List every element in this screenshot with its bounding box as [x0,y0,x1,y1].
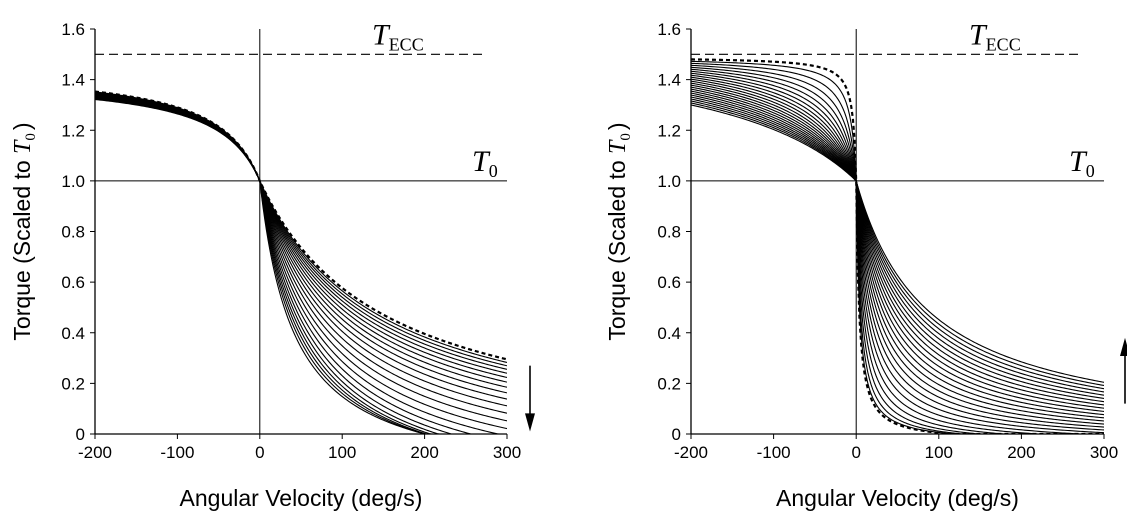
chart0-x-axis-title: Angular Velocity (deg/s) [180,485,423,511]
chart1-curve-8 [691,74,1104,431]
chart0-x-tick-label: 200 [410,443,438,462]
chart1-curve-14 [691,86,1104,412]
chart1-y-axis-title-sub: 0 [618,133,634,141]
chart0-y-tick-label: 1.4 [61,71,85,90]
left-chart-panel: -200 -100 0 100 200 300 0 0.2 0.4 0.6 0.8 1.0 1.2 1.4… [9,18,535,511]
chart1-curve-17 [691,92,1104,403]
chart1-curve-2 [691,62,1104,434]
chart1-curve-22 [691,102,1104,387]
chart0-curve-7 [95,93,507,388]
chart0-curve-21 [95,98,486,434]
chart1-y-axis-title: Torque (Scaled to T0) [604,122,634,340]
chart0-x-tick-label: 300 [493,443,521,462]
chart1-curve-13 [691,84,1104,416]
chart1-y-tick-label: 1.6 [657,20,681,39]
chart0-tecc-label-sub: ECC [389,34,424,54]
chart0-y-axis-title-sub: 0 [23,133,39,141]
chart0-y-axis-title-text: Torque (Scaled to [9,154,35,341]
chart1-y-tick-label: 1.0 [657,172,681,191]
right-chart-panel: -200 -100 0 100 200 300 0 0.2 0.4 0.6 0.8 1.0 1.2 1.4… [604,18,1127,511]
chart1-curve-4 [691,66,1104,434]
chart1-y-tick-label: 1.4 [657,71,681,90]
chart1-trend-arrow-head [1120,337,1127,356]
chart0-curve-9 [95,94,507,400]
chart1-curve-11 [691,80,1104,422]
chart0-y-tick-label: 0.4 [61,324,85,343]
chart0-x-tick-label: -200 [78,443,112,462]
chart1-t0-label-sub: 0 [1086,161,1095,181]
chart0-trend-arrow-head [525,413,535,432]
chart0-x-tick-label: 0 [255,443,264,462]
chart0-y-tick-label: 0 [76,425,85,444]
chart0-t0-label: T0 [472,145,498,181]
chart1-curve-family [691,58,1104,434]
chart1-curve-21 [691,100,1104,390]
chart0-y-tick-label: 0.6 [61,273,85,292]
chart0-curve-14 [95,96,507,434]
chart1-y-tick-label: 0.2 [657,374,681,393]
chart0-curve-16 [95,97,503,434]
chart0-t0-label-sub: 0 [489,161,498,181]
chart0-y-tick-label: 1.2 [61,121,85,140]
chart1-curve-7 [691,72,1104,434]
chart0-y-tick-label: 0.8 [61,223,85,242]
chart1-curve-6 [691,70,1104,434]
chart1-curve-9 [691,76,1104,428]
chart0-y-axis-title-symbol: T [10,139,36,154]
chart1-x-tick-label: 300 [1090,443,1118,462]
chart1-curve-16 [691,90,1104,406]
chart1-curve-12 [691,82,1104,419]
chart1-y-axis-title-symbol: T [605,139,631,154]
chart0-curve-5 [95,92,507,379]
chart1-y-axis-title-text: Torque (Scaled to [604,154,630,341]
chart1-tecc-label-main: T [969,18,988,51]
chart0-curve-18 [95,97,478,434]
chart0-x-tick-label: 100 [328,443,356,462]
chart0-curve-family [95,90,507,434]
chart0-y-tick-label: 0.2 [61,374,85,393]
chart1-y-tick-label: 0.6 [657,273,681,292]
chart0-y-tick-label: 1.6 [61,20,85,39]
chart1-x-axis-title: Angular Velocity (deg/s) [776,485,1019,511]
chart0-dashed-curve [95,90,507,361]
chart1-curve-23 [691,104,1104,383]
chart1-y-axis-title-close: ) [604,122,630,130]
chart0-tecc-label: TECC [372,18,424,54]
chart1-x-tick-label: 200 [1007,443,1035,462]
chart1-y-tick-label: 1.2 [657,121,681,140]
chart1-curve-18 [691,94,1104,399]
chart0-y-tick-label: 1.0 [61,172,85,191]
chart0-t0-label-main: T [472,145,491,178]
chart0-x-tick-label: -100 [160,443,194,462]
chart1-x-tick-label: -100 [757,443,791,462]
chart0-curve-3 [95,92,507,370]
chart1-curve-1 [691,60,1104,434]
chart1-x-tick-label: 100 [925,443,953,462]
chart0-curve-13 [95,95,507,430]
chart1-curve-3 [691,64,1104,434]
chart0-curve-15 [95,96,507,434]
chart1-y-tick-label: 0.8 [657,223,681,242]
chart1-t0-label-main: T [1069,145,1088,178]
chart1-curve-10 [691,78,1104,425]
chart1-curve-15 [691,88,1104,409]
chart1-tecc-label: TECC [969,18,1021,54]
chart1-tecc-label-sub: ECC [986,34,1021,54]
chart0-y-axis-title-close: ) [9,122,35,130]
chart1-curve-5 [691,68,1104,434]
chart1-y-tick-label: 0.4 [657,324,681,343]
chart1-curve-20 [691,98,1104,393]
chart0-curve-6 [95,93,507,383]
chart1-y-tick-label: 0 [672,425,681,444]
chart0-curve-1 [95,91,507,363]
chart0-curve-17 [95,97,486,434]
chart1-curve-19 [691,96,1104,396]
chart1-x-tick-label: -200 [674,443,708,462]
chart1-t0-label: T0 [1069,145,1095,181]
chart0-y-axis-title: Torque (Scaled to T0) [9,122,39,340]
chart1-x-tick-label: 0 [851,443,860,462]
chart0-tecc-label-main: T [372,18,391,51]
